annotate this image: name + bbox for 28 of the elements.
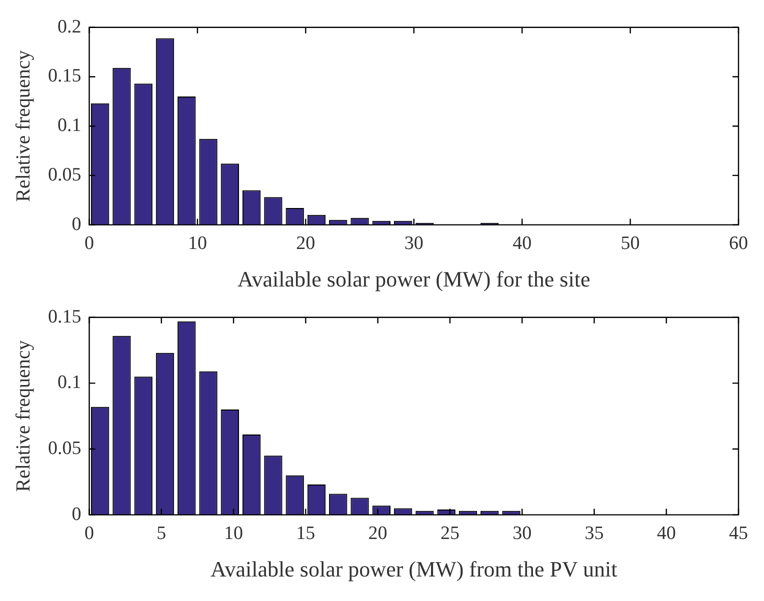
y-tick-label: 0.05	[48, 164, 82, 186]
y-tick-label: 0	[72, 504, 82, 525]
y-axis-title: Relative frequency	[12, 50, 34, 202]
x-tick-label: 40	[656, 523, 676, 544]
x-tick-label: 30	[404, 233, 424, 254]
x-tick-label: 60	[729, 233, 748, 254]
x-tick-label: 20	[368, 523, 388, 544]
x-tick-label: 25	[440, 523, 460, 544]
x-axis-title: Available solar power (MW) for the site	[238, 266, 590, 292]
y-tick-label: 0.05	[48, 438, 82, 459]
x-tick-label: 10	[224, 523, 244, 544]
x-tick-label: 35	[584, 523, 604, 544]
y-tick-label: 0	[72, 214, 82, 235]
x-tick-label: 10	[188, 233, 207, 254]
y-tick-label: 0.1	[58, 372, 82, 394]
y-tick-label: 0.15	[48, 306, 82, 328]
y-tick-label: 0.1	[58, 115, 82, 136]
y-tick-label: 0.2	[58, 16, 82, 38]
x-tick-label: 40	[512, 233, 532, 254]
x-tick-label: 50	[620, 233, 640, 254]
y-tick-label: 0.15	[48, 66, 82, 87]
y-axis-title: Relative frequency	[12, 340, 34, 492]
x-tick-label: 5	[156, 523, 166, 544]
x-tick-label: 45	[729, 523, 748, 544]
x-tick-label: 30	[512, 523, 532, 544]
x-axis-title: Available solar power (MW) from the PV unit	[210, 556, 618, 582]
x-tick-label: 15	[296, 523, 316, 544]
x-tick-label: 20	[296, 233, 316, 254]
